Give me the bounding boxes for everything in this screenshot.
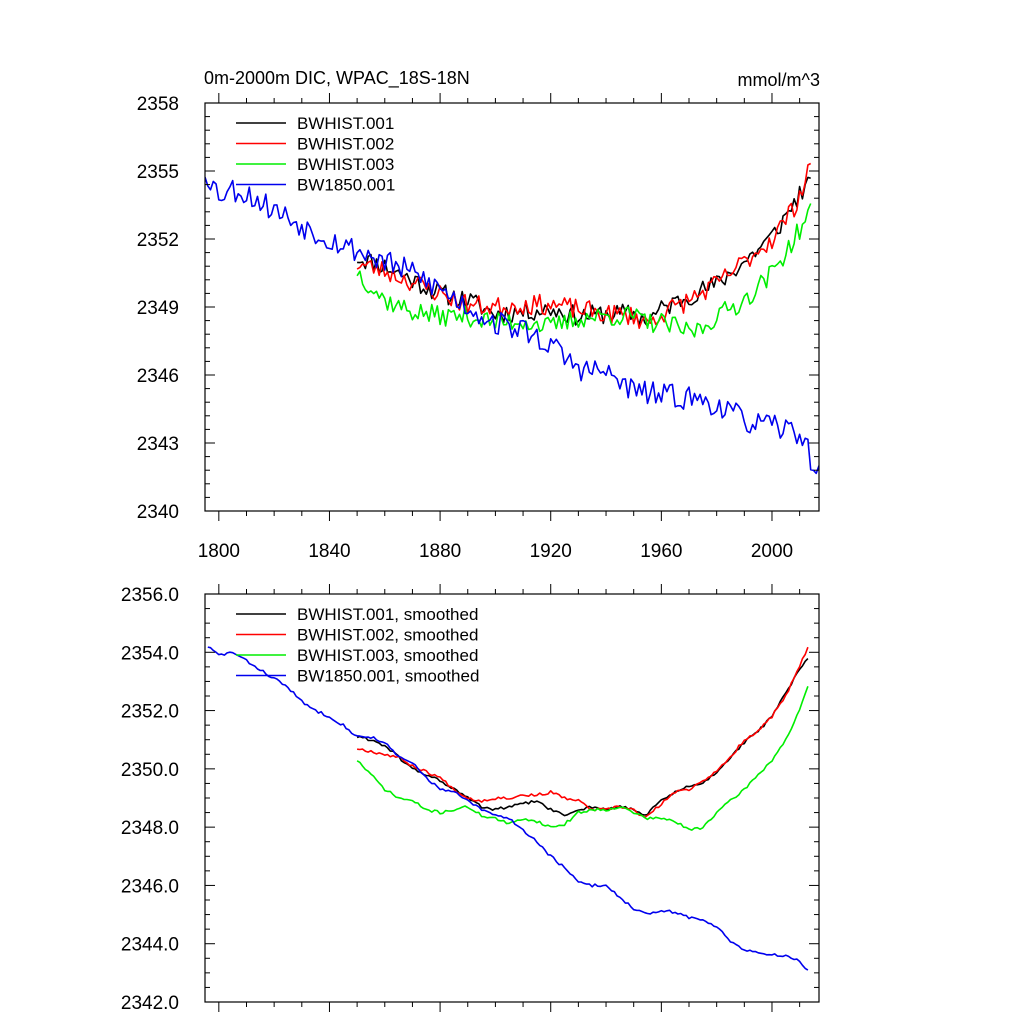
raw-series-lines bbox=[205, 162, 819, 475]
legend-label: BWHIST.002 bbox=[297, 135, 394, 154]
raw-series-panel: 2340 2343 2346 2349 2352 2355 2358 1800 1840 188… bbox=[137, 93, 820, 562]
legend-label: BW1850.001, smoothed bbox=[297, 667, 479, 686]
legend-label: BW1850.001 bbox=[297, 176, 395, 195]
smoothed-legend: BWHIST.001, smoothed BWHIST.002, smoothed… bbox=[236, 605, 479, 686]
legend-label: BWHIST.002, smoothed bbox=[297, 626, 478, 645]
smoothed-axis-ticks bbox=[205, 584, 819, 1012]
raw-x-tick-labels: 1800 1840 1880 1920 1960 2000 bbox=[198, 541, 793, 562]
raw-y-tick-labels: 2340 2343 2346 2349 2352 2355 2358 bbox=[137, 94, 179, 523]
y-tick-label: 2356.0 bbox=[121, 585, 179, 606]
y-tick-label: 2340 bbox=[137, 502, 179, 523]
y-tick-label: 2355 bbox=[137, 162, 179, 183]
x-tick-label: 1960 bbox=[640, 541, 682, 562]
series-line-3 bbox=[356, 686, 809, 831]
chart-title: 0m-2000m DIC, WPAC_18S-18N bbox=[204, 68, 470, 89]
units-label: mmol/m^3 bbox=[738, 70, 820, 90]
x-tick-label: 1880 bbox=[419, 541, 461, 562]
series-line-3 bbox=[356, 203, 812, 338]
smoothed-y-tick-labels: 2342.0 2344.0 2346.0 2348.0 2350.0 2352.0 2354… bbox=[121, 585, 179, 1014]
series-line-1 bbox=[357, 176, 811, 327]
y-tick-label: 2346 bbox=[137, 366, 179, 387]
x-tick-label: 1920 bbox=[530, 541, 572, 562]
y-tick-label: 2358 bbox=[137, 94, 179, 115]
y-tick-label: 2349 bbox=[137, 298, 179, 319]
legend-label: BWHIST.001, smoothed bbox=[297, 605, 478, 624]
y-tick-label: 2352.0 bbox=[121, 702, 179, 723]
y-tick-label: 2350.0 bbox=[121, 760, 179, 781]
series-line-4 bbox=[205, 176, 819, 475]
legend-label: BWHIST.001 bbox=[297, 114, 394, 133]
x-tick-label: 1800 bbox=[198, 541, 240, 562]
smoothed-series-panel: 2342.0 2344.0 2346.0 2348.0 2350.0 2352.0 2354… bbox=[121, 584, 820, 1014]
y-tick-label: 2348.0 bbox=[121, 818, 179, 839]
y-tick-label: 2343 bbox=[137, 434, 179, 455]
y-tick-label: 2346.0 bbox=[121, 876, 179, 897]
y-tick-label: 2354.0 bbox=[121, 643, 179, 664]
raw-axis-ticks bbox=[205, 93, 819, 521]
x-tick-label: 2000 bbox=[751, 541, 793, 562]
series-line-2 bbox=[356, 162, 812, 329]
y-tick-label: 2342.0 bbox=[121, 993, 179, 1014]
x-tick-label: 1840 bbox=[308, 541, 350, 562]
series-line-2 bbox=[357, 646, 809, 819]
smoothed-series-lines bbox=[207, 646, 809, 971]
y-tick-label: 2352 bbox=[137, 230, 179, 251]
legend-label: BWHIST.003, smoothed bbox=[297, 646, 478, 665]
y-tick-label: 2344.0 bbox=[121, 935, 179, 956]
series-line-4 bbox=[207, 646, 809, 971]
legend-label: BWHIST.003 bbox=[297, 155, 394, 174]
